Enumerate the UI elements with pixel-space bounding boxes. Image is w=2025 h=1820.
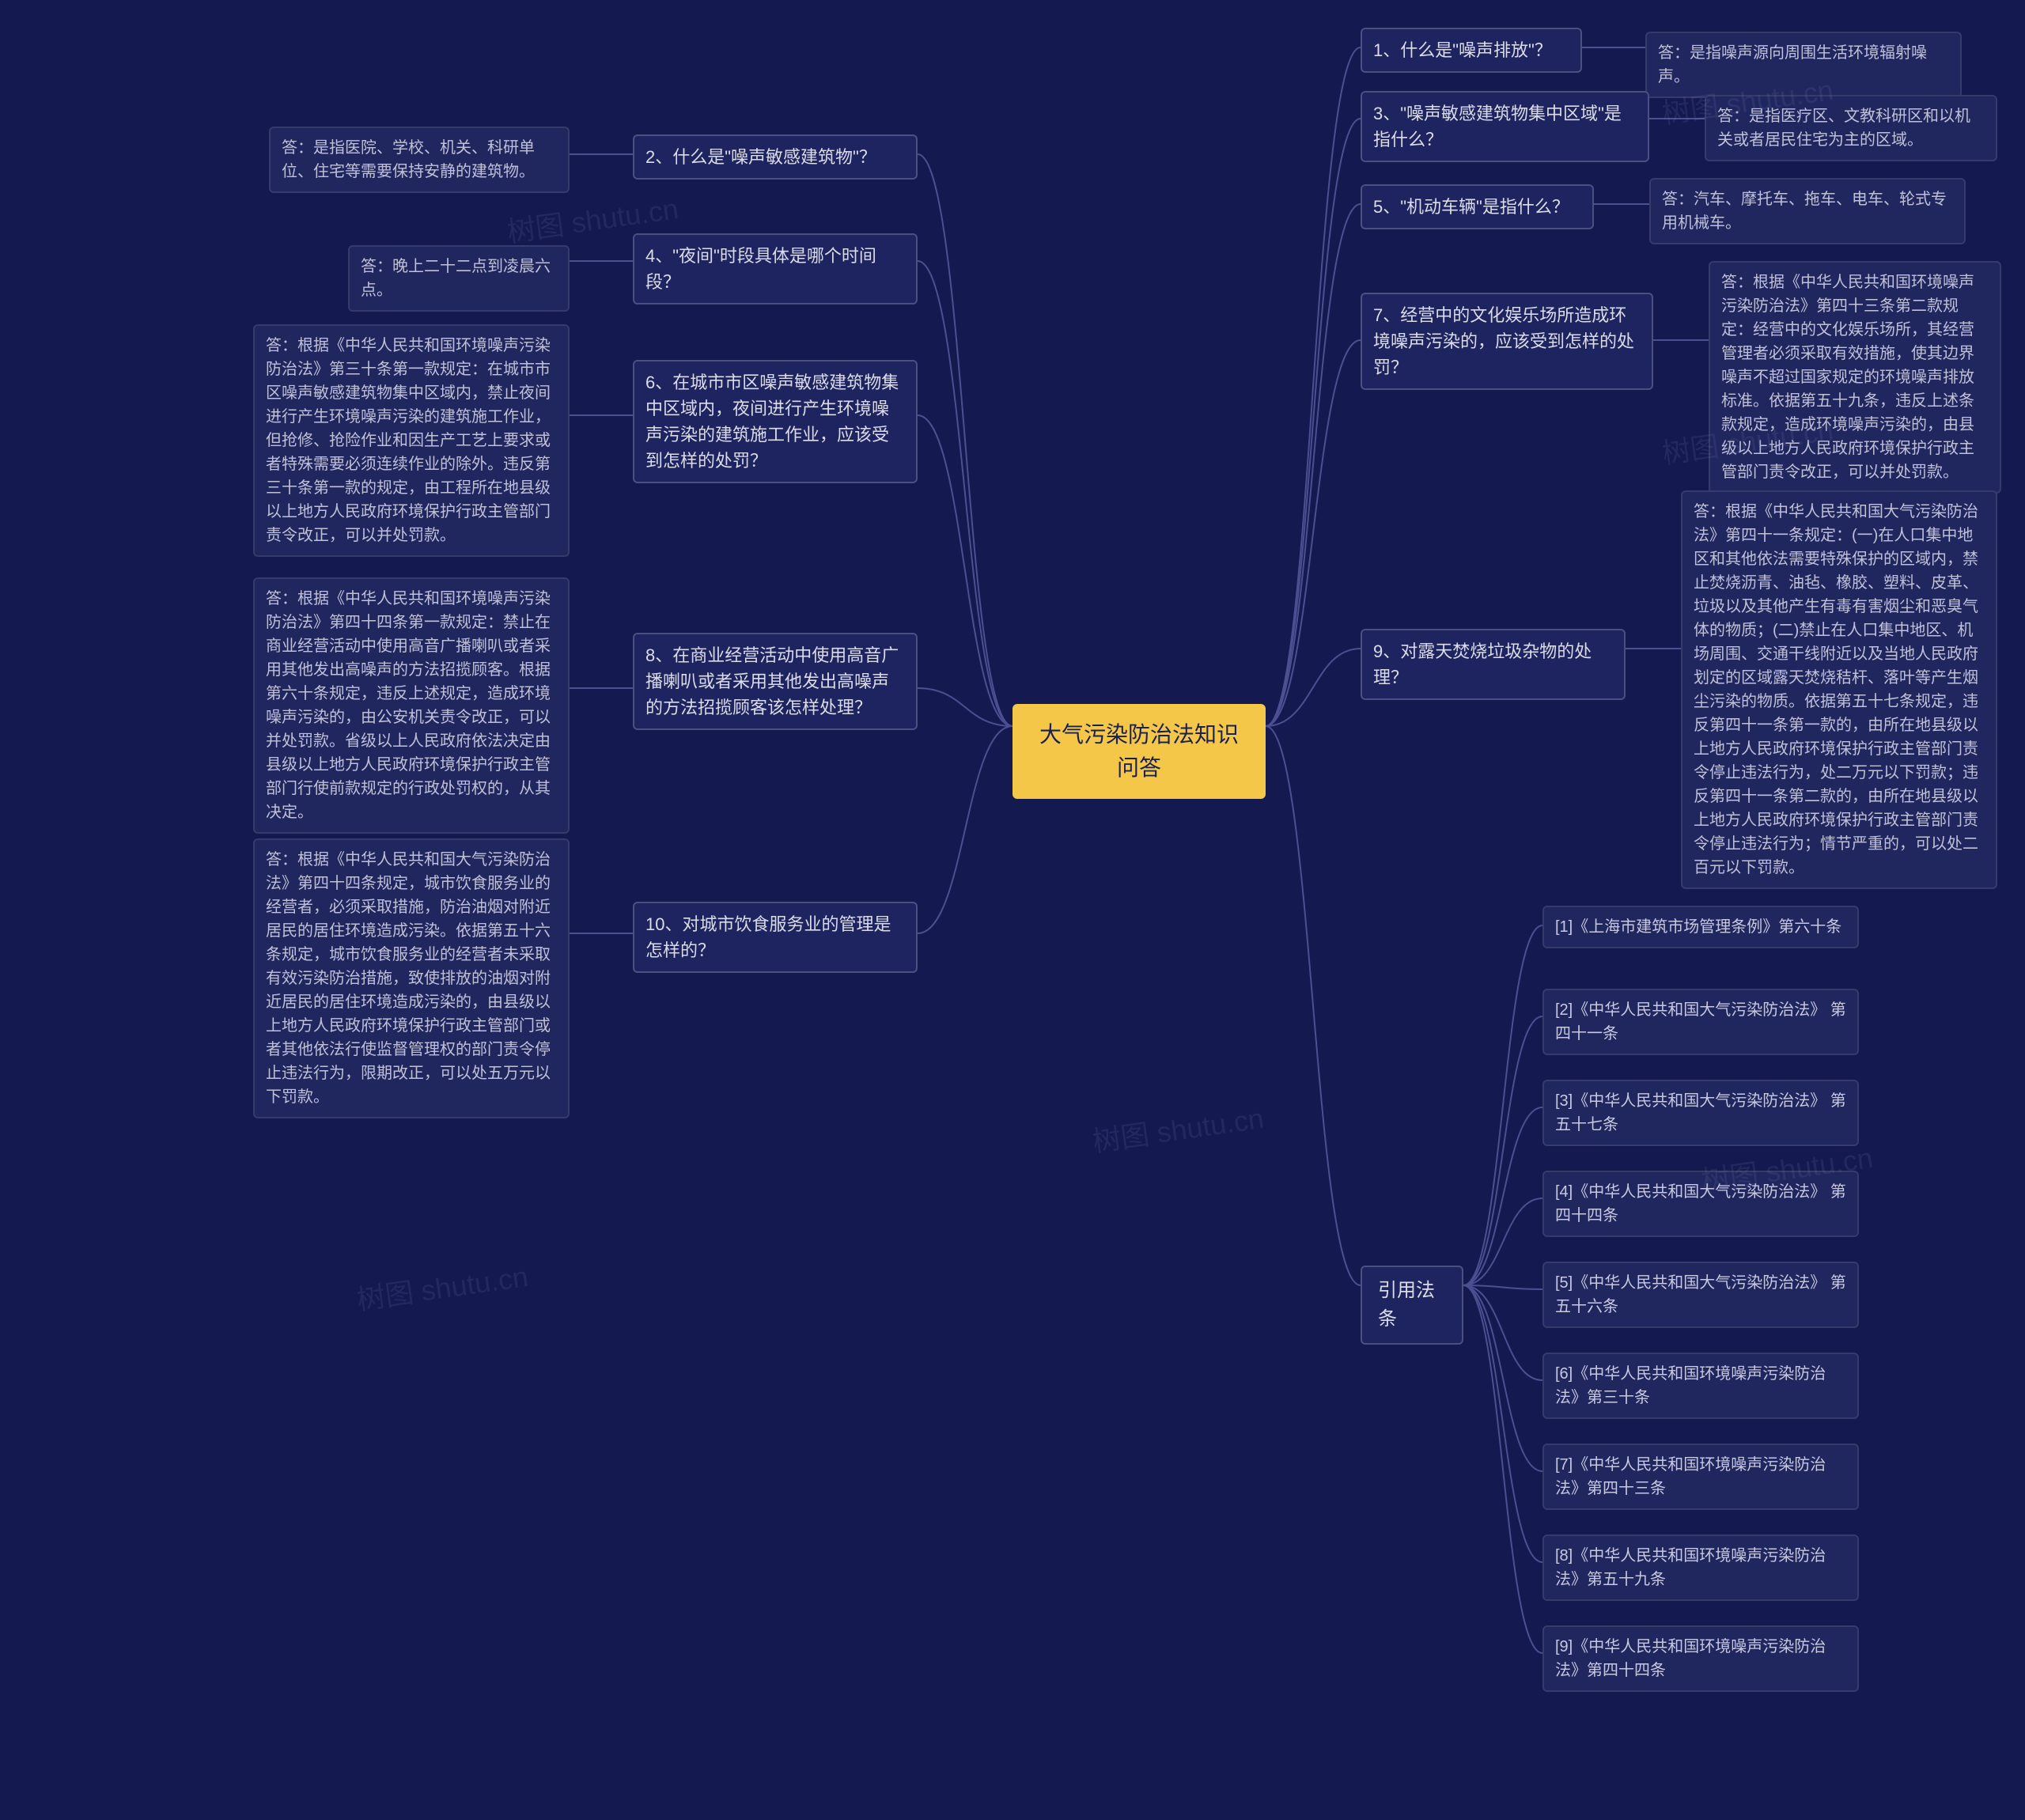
q9-answer: 答：根据《中华人民共和国大气污染防治法》第四十一条规定：(一)在人口集中地区和其… xyxy=(1681,490,1997,889)
q2-answer: 答：是指医院、学校、机关、科研单位、住宅等需要保持安静的建筑物。 xyxy=(269,127,570,193)
q8-answer: 答：根据《中华人民共和国环境噪声污染防治法》第四十四条第一款规定：禁止在商业经营… xyxy=(253,577,570,834)
q5-node[interactable]: 5、"机动车辆"是指什么？ xyxy=(1361,184,1594,229)
ref-5: [5]《中华人民共和国大气污染防治法》 第五十六条 xyxy=(1542,1262,1859,1328)
ref-6: [6]《中华人民共和国环境噪声污染防治法》第三十条 xyxy=(1542,1353,1859,1419)
q6-answer: 答：根据《中华人民共和国环境噪声污染防治法》第三十条第一款规定：在城市市区噪声敏… xyxy=(253,324,570,557)
root-node[interactable]: 大气污染防治法知识问答 xyxy=(1012,704,1266,799)
q4-answer: 答：晚上二十二点到凌晨六点。 xyxy=(348,245,570,312)
mindmap-canvas: 大气污染防治法知识问答 2、什么是"噪声敏感建筑物"？ 答：是指医院、学校、机关… xyxy=(0,0,2025,1820)
watermark: 树图 shutu.cn xyxy=(1089,1095,1266,1160)
q8-node[interactable]: 8、在商业经营活动中使用高音广播喇叭或者采用其他发出高噪声的方法招揽顾客该怎样处… xyxy=(633,633,918,730)
q5-answer: 答：汽车、摩托车、拖车、电车、轮式专用机械车。 xyxy=(1649,178,1966,244)
q7-node[interactable]: 7、经营中的文化娱乐场所造成环境噪声污染的，应该受到怎样的处罚？ xyxy=(1361,293,1653,390)
q3-node[interactable]: 3、"噪声敏感建筑物集中区域"是指什么？ xyxy=(1361,91,1649,162)
q7-answer: 答：根据《中华人民共和国环境噪声污染防治法》第四十三条第二款规定：经营中的文化娱… xyxy=(1709,261,2001,494)
ref-1: [1]《上海市建筑市场管理条例》第六十条 xyxy=(1542,906,1859,948)
q6-node[interactable]: 6、在城市市区噪声敏感建筑物集中区域内，夜间进行产生环境噪声污染的建筑施工作业，… xyxy=(633,360,918,483)
q10-answer: 答：根据《中华人民共和国大气污染防治法》第四十四条规定，城市饮食服务业的经营者，… xyxy=(253,838,570,1118)
refs-head-node[interactable]: 引用法条 xyxy=(1361,1266,1463,1345)
ref-4: [4]《中华人民共和国大气污染防治法》 第四十四条 xyxy=(1542,1171,1859,1237)
q4-node[interactable]: 4、"夜间"时段具体是哪个时间段？ xyxy=(633,233,918,305)
watermark: 树图 shutu.cn xyxy=(354,1254,530,1319)
q9-node[interactable]: 9、对露天焚烧垃圾杂物的处理？ xyxy=(1361,629,1626,700)
ref-3: [3]《中华人民共和国大气污染防治法》 第五十七条 xyxy=(1542,1080,1859,1146)
ref-9: [9]《中华人民共和国环境噪声污染防治法》第四十四条 xyxy=(1542,1625,1859,1692)
ref-7: [7]《中华人民共和国环境噪声污染防治法》第四十三条 xyxy=(1542,1444,1859,1510)
ref-8: [8]《中华人民共和国环境噪声污染防治法》第五十九条 xyxy=(1542,1534,1859,1601)
q10-node[interactable]: 10、对城市饮食服务业的管理是怎样的？ xyxy=(633,902,918,973)
ref-2: [2]《中华人民共和国大气污染防治法》 第四十一条 xyxy=(1542,989,1859,1055)
q1-answer: 答：是指噪声源向周围生活环境辐射噪声。 xyxy=(1645,32,1962,98)
q2-node[interactable]: 2、什么是"噪声敏感建筑物"？ xyxy=(633,134,918,180)
q3-answer: 答：是指医疗区、文教科研区和以机关或者居民住宅为主的区域。 xyxy=(1705,95,1997,161)
q1-node[interactable]: 1、什么是"噪声排放"？ xyxy=(1361,28,1582,73)
